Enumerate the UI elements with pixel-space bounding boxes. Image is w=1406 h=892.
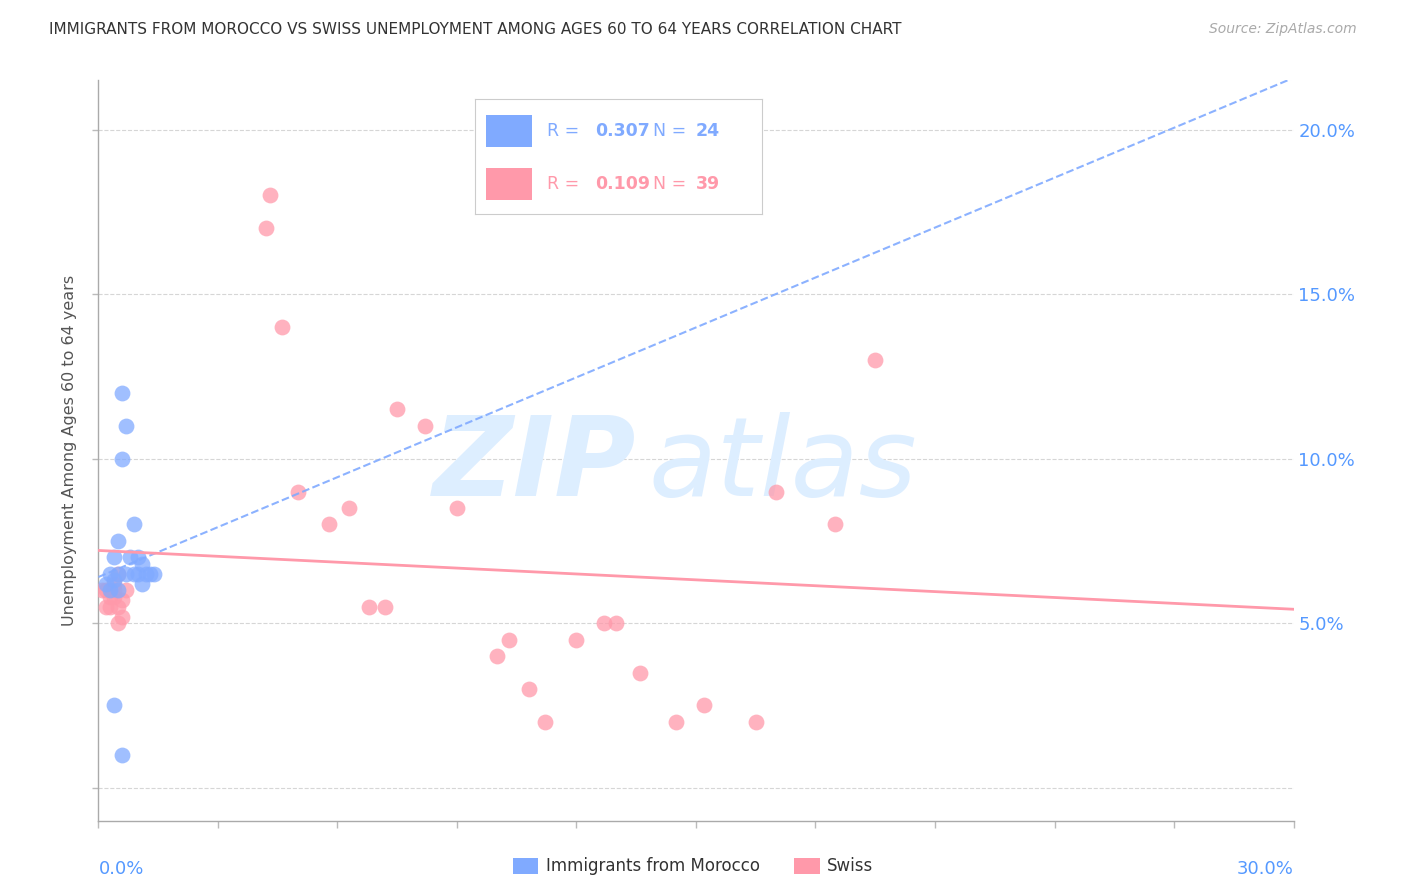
Point: [693, 698, 716, 713]
Point: [745, 714, 768, 729]
Point: [107, 583, 129, 598]
Point: [103, 583, 125, 598]
Point: [517, 681, 540, 696]
Point: [143, 566, 166, 581]
Point: [318, 517, 340, 532]
Point: [103, 590, 125, 604]
Point: [385, 402, 409, 417]
Point: [91, 583, 114, 598]
Text: ZIP: ZIP: [433, 412, 637, 519]
Point: [374, 599, 396, 614]
Point: [498, 632, 520, 647]
Point: [111, 747, 134, 762]
Point: [127, 566, 149, 581]
Text: 0.0%: 0.0%: [98, 860, 143, 878]
Point: [98, 566, 122, 581]
Point: [359, 599, 381, 614]
Point: [111, 593, 134, 607]
Point: [107, 566, 129, 581]
Point: [103, 576, 125, 591]
Point: [446, 501, 468, 516]
Point: [127, 550, 149, 565]
Point: [96, 583, 118, 598]
Point: [131, 557, 153, 571]
Point: [120, 550, 142, 565]
Point: [124, 517, 146, 532]
Point: [107, 599, 129, 614]
Point: [103, 574, 125, 588]
Point: [605, 616, 627, 631]
Text: IMMIGRANTS FROM MOROCCO VS SWISS UNEMPLOYMENT AMONG AGES 60 TO 64 YEARS CORRELAT: IMMIGRANTS FROM MOROCCO VS SWISS UNEMPLO…: [49, 22, 901, 37]
Point: [115, 566, 138, 581]
Text: atlas: atlas: [648, 412, 917, 519]
Point: [765, 484, 787, 499]
Text: Source: ZipAtlas.com: Source: ZipAtlas.com: [1209, 22, 1357, 37]
Point: [865, 353, 887, 368]
Point: [96, 576, 118, 591]
Point: [824, 517, 846, 532]
Point: [593, 616, 616, 631]
Point: [124, 566, 146, 581]
Point: [96, 599, 118, 614]
Point: [565, 632, 588, 647]
Point: [107, 616, 129, 631]
Text: Immigrants from Morocco: Immigrants from Morocco: [546, 857, 759, 875]
Point: [98, 599, 122, 614]
Point: [107, 566, 129, 581]
Text: 30.0%: 30.0%: [1237, 860, 1294, 878]
Point: [135, 566, 157, 581]
Point: [139, 566, 162, 581]
Point: [111, 451, 134, 466]
Point: [98, 590, 122, 604]
Point: [111, 385, 134, 400]
Point: [103, 698, 125, 713]
Point: [131, 576, 153, 591]
Point: [103, 550, 125, 565]
Point: [259, 188, 281, 202]
Point: [111, 609, 134, 624]
Point: [115, 583, 138, 598]
Y-axis label: Unemployment Among Ages 60 to 64 years: Unemployment Among Ages 60 to 64 years: [62, 275, 77, 626]
Point: [270, 320, 292, 334]
Point: [485, 649, 508, 664]
Point: [413, 418, 436, 433]
Point: [115, 418, 138, 433]
Point: [533, 714, 555, 729]
Point: [287, 484, 309, 499]
Point: [98, 583, 122, 598]
Text: Swiss: Swiss: [827, 857, 873, 875]
Point: [339, 501, 361, 516]
Point: [254, 221, 277, 235]
Point: [628, 665, 651, 680]
Point: [107, 533, 129, 548]
Point: [665, 714, 688, 729]
